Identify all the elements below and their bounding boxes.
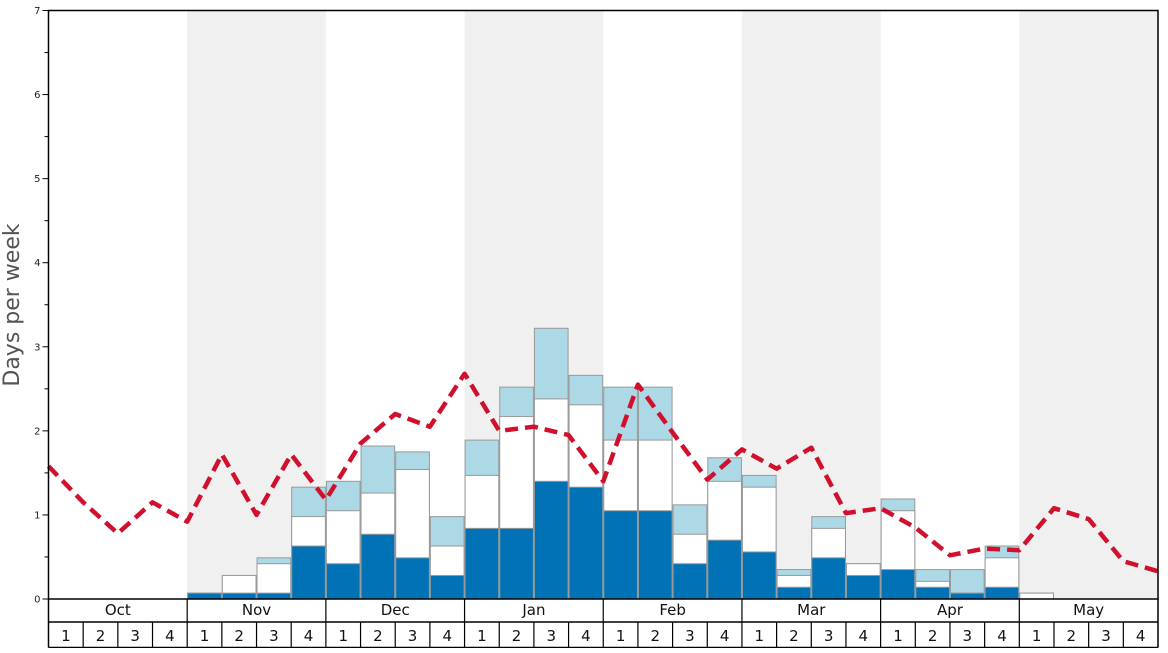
- week-label: 1: [893, 627, 903, 645]
- y-tick-label: 0: [34, 595, 40, 606]
- week-label: 4: [581, 627, 591, 645]
- month-label-may: May: [1073, 601, 1104, 619]
- week-label: 3: [685, 627, 695, 645]
- week-label: 3: [963, 627, 973, 645]
- week-label: 1: [200, 627, 210, 645]
- bar-dark-week-14: [499, 527, 534, 600]
- y-tick-label: 2: [34, 426, 40, 437]
- bar-dark-week-19: [672, 563, 708, 600]
- bar-dark-week-7: [256, 592, 292, 600]
- y-tick-label: 4: [34, 258, 40, 269]
- week-label: 1: [1032, 627, 1042, 645]
- week-label: 1: [61, 627, 71, 645]
- bar-dark-week-11: [395, 557, 430, 600]
- trend-line-layer: [46, 371, 1159, 574]
- bar-dark-week-26: [915, 586, 950, 600]
- month-shade-may: [1019, 10, 1158, 599]
- week-label: 1: [338, 627, 348, 645]
- month-label-mar: Mar: [797, 601, 826, 619]
- week-label: 4: [720, 627, 730, 645]
- month-shading: [187, 10, 1158, 599]
- y-tick-label: 1: [34, 510, 40, 521]
- bar-dark-week-20: [707, 539, 742, 600]
- bar-dark-week-28: [984, 586, 1020, 600]
- y-axis-label: Days per week: [0, 223, 25, 386]
- week-label: 2: [1067, 627, 1077, 645]
- month-label-jan: Jan: [521, 601, 545, 619]
- month-label-apr: Apr: [937, 601, 964, 619]
- month-label-dec: Dec: [381, 601, 410, 619]
- week-label: 4: [1136, 627, 1146, 645]
- bar-dark-week-27: [949, 592, 985, 600]
- week-label: 1: [616, 627, 626, 645]
- week-label: 2: [650, 627, 660, 645]
- y-tick-label: 7: [34, 6, 40, 17]
- y-tick-label: 6: [34, 90, 40, 101]
- month-label-feb: Feb: [659, 601, 686, 619]
- bar-white-week-29: [1019, 592, 1054, 600]
- week-label: 2: [373, 627, 383, 645]
- bar-dark-week-5: [187, 592, 222, 600]
- week-label: 3: [1101, 627, 1111, 645]
- week-label: 4: [859, 627, 869, 645]
- week-label: 4: [997, 627, 1007, 645]
- trend-line: [46, 371, 1159, 574]
- bar-dark-week-12: [429, 574, 465, 600]
- bar-dark-week-6: [221, 592, 257, 600]
- bar-dark-week-17: [603, 510, 638, 600]
- week-label: 3: [408, 627, 418, 645]
- bar-dark-week-21: [741, 551, 777, 600]
- bar-dark-week-22: [776, 586, 812, 600]
- week-label: 3: [130, 627, 140, 645]
- bar-dark-week-16: [568, 486, 604, 600]
- week-label: 3: [546, 627, 556, 645]
- month-label-nov: Nov: [242, 601, 271, 619]
- week-label: 3: [824, 627, 834, 645]
- y-tick-label: 3: [34, 342, 40, 353]
- month-label-oct: Oct: [105, 601, 131, 619]
- bar-dark-week-24: [845, 574, 881, 600]
- bar-dark-week-8: [291, 545, 326, 600]
- bar-dark-week-25: [880, 569, 916, 600]
- week-label: 3: [269, 627, 279, 645]
- week-label: 2: [234, 627, 244, 645]
- week-label: 2: [789, 627, 799, 645]
- week-label: 4: [304, 627, 314, 645]
- bar-dark-week-23: [811, 557, 846, 600]
- week-label: 2: [96, 627, 106, 645]
- week-label: 1: [755, 627, 765, 645]
- week-label: 2: [928, 627, 938, 645]
- bar-dark-week-15: [533, 480, 569, 600]
- week-label: 1: [477, 627, 487, 645]
- week-label: 4: [442, 627, 452, 645]
- bar-dark-week-10: [360, 533, 396, 600]
- week-label: 2: [512, 627, 522, 645]
- bars: [187, 327, 1054, 600]
- y-tick-label: 5: [34, 174, 40, 185]
- bar-dark-week-13: [464, 527, 500, 600]
- bar-dark-week-18: [637, 510, 673, 600]
- week-label: 4: [165, 627, 175, 645]
- bar-dark-week-9: [325, 563, 361, 600]
